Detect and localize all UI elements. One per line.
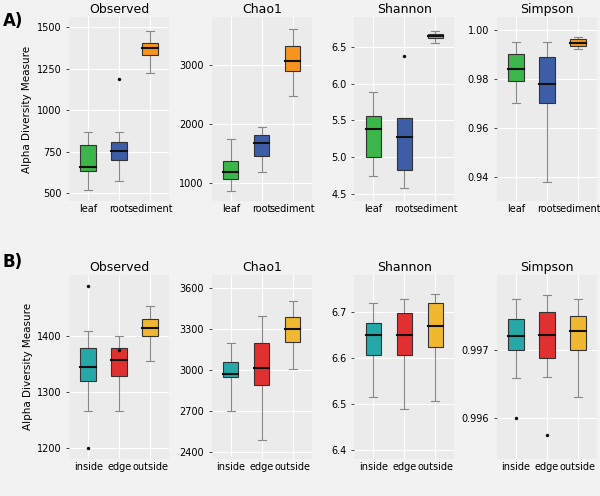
FancyBboxPatch shape [142,43,158,55]
FancyBboxPatch shape [223,161,238,180]
FancyBboxPatch shape [397,312,412,355]
Text: A): A) [3,12,23,30]
FancyBboxPatch shape [508,54,524,81]
Title: Chao1: Chao1 [242,261,281,274]
FancyBboxPatch shape [285,317,301,342]
Title: Simpson: Simpson [520,3,574,16]
Title: Shannon: Shannon [377,3,432,16]
FancyBboxPatch shape [428,304,443,347]
FancyBboxPatch shape [428,34,443,38]
FancyBboxPatch shape [570,316,586,350]
Title: Shannon: Shannon [377,261,432,274]
Text: B): B) [3,253,23,271]
FancyBboxPatch shape [397,118,412,171]
FancyBboxPatch shape [570,40,586,46]
FancyBboxPatch shape [539,57,554,103]
FancyBboxPatch shape [365,323,381,355]
FancyBboxPatch shape [254,343,269,385]
FancyBboxPatch shape [142,319,158,336]
FancyBboxPatch shape [112,142,127,160]
Title: Observed: Observed [89,3,149,16]
Title: Simpson: Simpson [520,261,574,274]
Title: Chao1: Chao1 [242,3,281,16]
FancyBboxPatch shape [539,312,554,358]
FancyBboxPatch shape [80,145,96,172]
FancyBboxPatch shape [80,348,96,381]
FancyBboxPatch shape [223,362,238,377]
FancyBboxPatch shape [508,319,524,350]
Y-axis label: Alpha Diversity Measure: Alpha Diversity Measure [23,303,32,431]
FancyBboxPatch shape [254,135,269,156]
Y-axis label: Alpha Diversity Measure: Alpha Diversity Measure [22,46,32,173]
FancyBboxPatch shape [112,348,127,376]
Title: Observed: Observed [89,261,149,274]
FancyBboxPatch shape [365,116,381,157]
FancyBboxPatch shape [285,47,301,71]
